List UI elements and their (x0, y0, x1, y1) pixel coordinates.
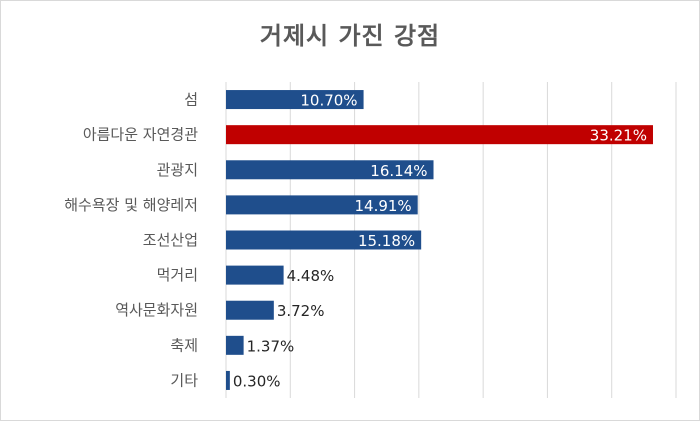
category-label: 관광지 (157, 161, 198, 179)
bar (226, 90, 364, 110)
data-label: 15.18% (358, 232, 415, 250)
category-label: 축제 (170, 336, 198, 354)
data-label: 4.48% (287, 267, 335, 285)
data-label: 1.37% (247, 337, 295, 355)
category-label: 기타 (170, 371, 198, 389)
chart-title: 거제시 가진 강점 (259, 22, 441, 50)
category-label: 해수욕장 및 해양레저 (64, 196, 198, 214)
data-label: 0.30% (233, 372, 281, 390)
category-label: 역사문화자원 (115, 301, 198, 319)
bar (226, 370, 230, 390)
bar (226, 195, 418, 215)
bar (226, 160, 434, 180)
data-label: 16.14% (370, 162, 427, 180)
category-label: 아름다운 자연경관 (83, 126, 198, 144)
bar (226, 230, 422, 250)
bar (226, 265, 284, 285)
bar (226, 300, 274, 320)
bar (226, 125, 653, 145)
bar (226, 335, 244, 355)
data-label: 33.21% (590, 127, 647, 145)
category-label: 먹거리 (157, 266, 198, 284)
data-label: 14.91% (354, 197, 411, 215)
data-label: 3.72% (277, 302, 325, 320)
category-label: 조선산업 (143, 231, 198, 249)
category-label: 섬 (184, 91, 198, 109)
data-label: 10.70% (300, 92, 357, 110)
